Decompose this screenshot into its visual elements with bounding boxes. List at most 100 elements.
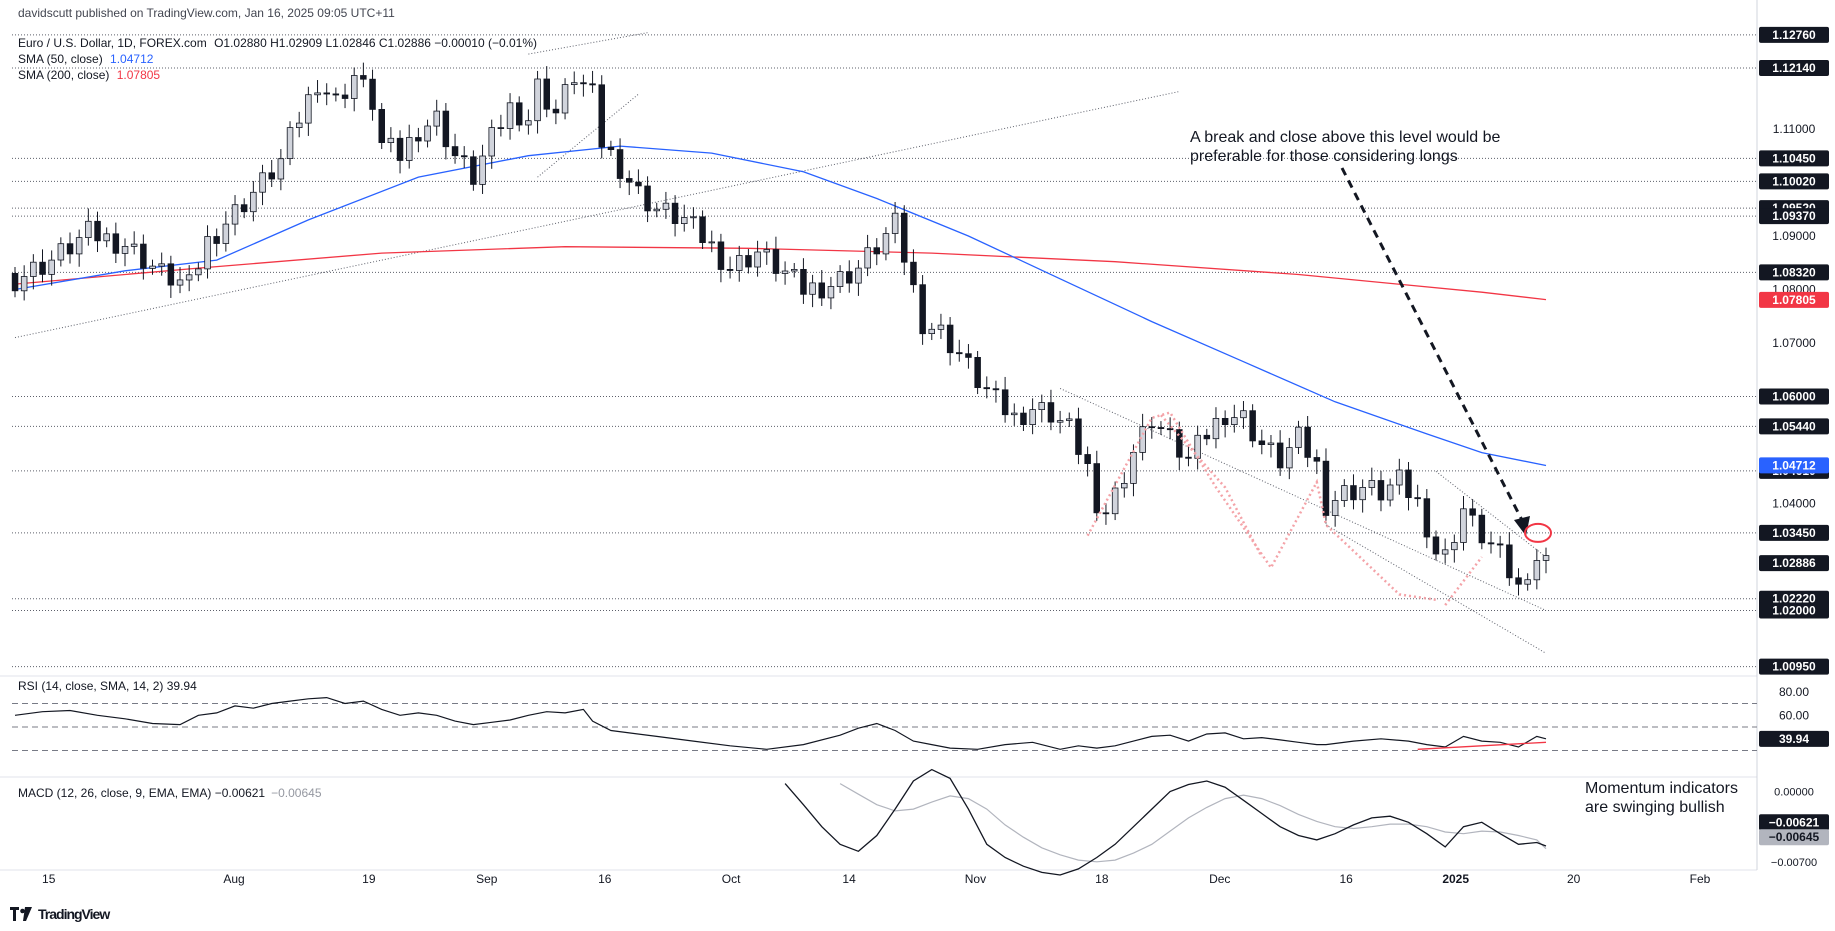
candle — [1276, 442, 1284, 469]
candle — [1533, 560, 1541, 581]
rsi-current-box — [1759, 730, 1829, 747]
candle — [341, 94, 349, 99]
candle — [103, 233, 110, 242]
candle — [158, 263, 165, 267]
candle — [277, 158, 285, 180]
candle — [1130, 451, 1137, 484]
candle — [75, 237, 83, 255]
candle — [781, 270, 789, 274]
candle — [1441, 549, 1449, 555]
candle — [882, 233, 890, 255]
candle — [195, 268, 202, 276]
candle — [1075, 418, 1082, 455]
candle — [763, 249, 771, 253]
candle — [974, 356, 981, 388]
candle — [956, 352, 963, 355]
candle — [690, 216, 697, 219]
trendline — [528, 32, 648, 55]
candle — [1432, 536, 1440, 555]
time-tick: 14 — [842, 872, 856, 886]
level-label-box — [1759, 208, 1829, 225]
candle — [1231, 417, 1238, 426]
macd-signal-box — [1759, 829, 1829, 846]
candle — [360, 75, 367, 80]
rsi-pane: RSI (14, close, SMA, 14, 2) 39.94 80.00 60… — [12, 679, 1829, 751]
candle — [1240, 410, 1247, 419]
price-axis: 1.127601.121401.104501.100201.095201.093… — [1759, 26, 1829, 675]
candle — [1267, 442, 1275, 446]
candle — [94, 220, 101, 242]
candle — [140, 243, 147, 269]
candle — [387, 137, 395, 144]
candle — [1341, 485, 1348, 502]
time-tick: Dec — [1209, 872, 1230, 886]
candle — [910, 261, 917, 286]
candle — [1166, 428, 1174, 431]
footer[interactable]: TradingView — [10, 906, 110, 922]
candle — [332, 93, 340, 96]
candle — [149, 265, 156, 269]
candle — [460, 155, 468, 158]
candles — [11, 62, 1550, 596]
candle — [167, 263, 175, 286]
candle — [433, 110, 440, 127]
sma200-legend[interactable]: SMA (200, close) 1.07805 — [18, 68, 160, 82]
candle — [1029, 409, 1036, 426]
level-label: 1.12140 — [1772, 61, 1816, 75]
sma200-axis-label: 1.07805 — [1772, 293, 1816, 307]
candle — [470, 156, 477, 185]
candle — [1203, 434, 1211, 440]
candle — [800, 268, 807, 295]
sma50-legend[interactable]: SMA (50, close) 1.04712 — [18, 52, 153, 66]
candle — [1212, 417, 1220, 440]
candle — [1359, 486, 1366, 501]
candle — [809, 282, 816, 295]
candle — [250, 191, 257, 213]
breakout-annotation-line-1: A break and close above this level would… — [1190, 129, 1501, 146]
candle — [1194, 434, 1201, 459]
time-tick: 15 — [42, 872, 56, 886]
candle — [442, 110, 450, 148]
candle — [204, 236, 211, 270]
candle — [176, 279, 184, 286]
candle — [745, 255, 752, 268]
sma50-line — [14, 145, 1547, 467]
candle — [1423, 498, 1431, 538]
candle — [717, 241, 725, 270]
time-tick: Nov — [965, 872, 986, 886]
macd-signal-value: −0.00645 — [271, 786, 322, 800]
candle — [1414, 497, 1421, 500]
level-label-box — [1759, 388, 1829, 405]
macd-current-label: −0.00621 — [1769, 815, 1820, 829]
level-label: 1.08320 — [1772, 265, 1816, 279]
trendline — [14, 91, 1180, 339]
candle — [57, 243, 65, 261]
candle — [699, 216, 706, 244]
candle — [1047, 402, 1055, 423]
candle — [644, 185, 651, 212]
ticker-label[interactable]: Euro / U.S. Dollar, 1D, FOREX.com — [18, 36, 207, 50]
candle — [1506, 544, 1513, 579]
macd-title: MACD (12, 26, close, 9, EMA, EMA) −0.006… — [18, 786, 322, 800]
level-label-box — [1759, 150, 1829, 167]
candle — [405, 137, 413, 161]
candle — [1221, 417, 1229, 425]
candle — [1469, 508, 1476, 516]
tradingview-logo-icon — [10, 907, 32, 921]
candle — [1331, 500, 1339, 516]
candle — [827, 286, 835, 299]
candle — [1038, 402, 1046, 411]
candle — [1496, 543, 1504, 546]
time-tick: Oct — [722, 872, 741, 886]
macd-current-box — [1759, 814, 1829, 831]
rsi-trend-line — [1417, 741, 1547, 750]
candle — [185, 274, 193, 281]
candle — [516, 102, 523, 126]
trendlines — [14, 32, 1547, 654]
trendline — [537, 93, 639, 178]
gridlines — [0, 0, 1758, 871]
candle — [1185, 456, 1192, 459]
rsi-current-label: 39.94 — [1779, 732, 1809, 746]
trendline — [1325, 524, 1547, 654]
